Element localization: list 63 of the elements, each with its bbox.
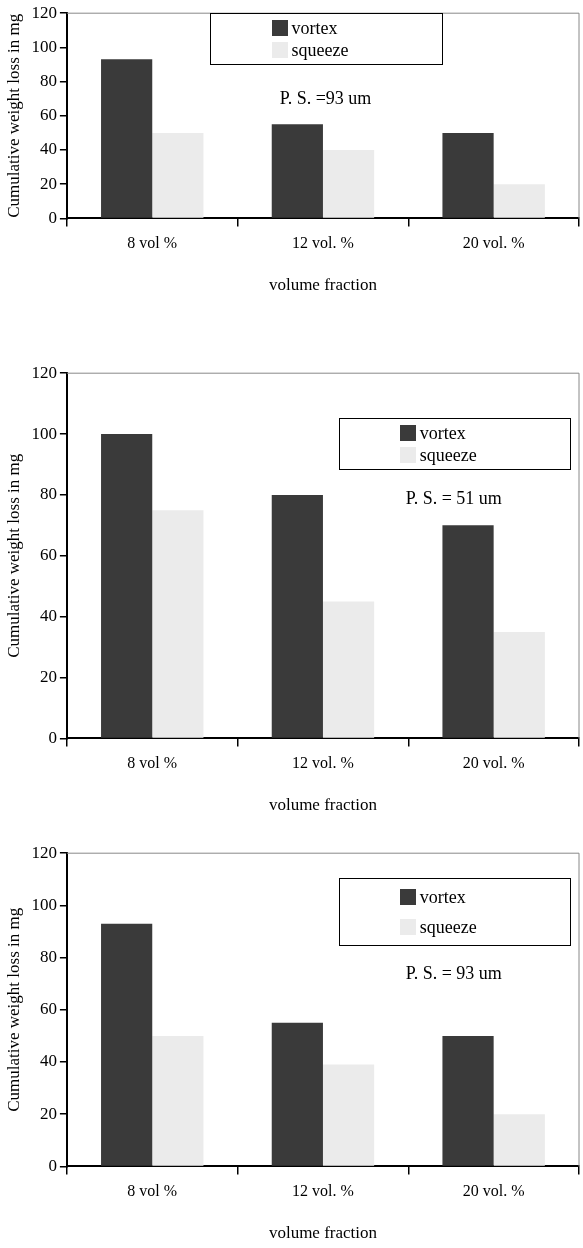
y-tick-label: 80 (39, 71, 57, 91)
bar (322, 601, 375, 738)
y-tick-label: 20 (39, 173, 57, 193)
bar (271, 1022, 323, 1166)
legend-label: squeeze (291, 39, 349, 62)
x-tick-label: 12 vol. % (292, 1182, 354, 1200)
x-tick-label: 20 vol. % (462, 754, 525, 772)
x-tick-label: 20 vol. % (462, 1182, 525, 1200)
y-tick-label: 80 (39, 947, 57, 967)
y-axis-title: Cumulative weight loss in mg (3, 907, 23, 1112)
y-tick-label: 120 (31, 2, 57, 22)
bar (493, 631, 545, 738)
y-tick-label: 0 (48, 1155, 57, 1175)
y-tick-label: 40 (39, 139, 57, 159)
y-axis-title: Cumulative weight loss in mg (3, 13, 23, 218)
bar (152, 132, 204, 218)
annotation: P. S. =93 um (278, 88, 373, 110)
bar (322, 1064, 375, 1166)
bar (152, 1035, 204, 1166)
y-tick-label: 120 (31, 842, 57, 862)
bar (493, 1114, 545, 1166)
annotation: P. S. = 51 um (404, 488, 503, 510)
bar (152, 510, 204, 738)
x-axis-title: volume fraction (268, 275, 378, 295)
x-tick-label: 8 vol % (127, 1182, 178, 1200)
bar (101, 59, 153, 218)
legend-label: squeeze (419, 444, 477, 467)
x-axis-title: volume fraction (268, 1223, 378, 1243)
x-axis-title: volume fraction (268, 795, 378, 815)
y-tick-label: 0 (48, 207, 57, 227)
bar (442, 525, 494, 738)
y-tick-label: 100 (31, 36, 57, 56)
x-tick-label: 12 vol. % (292, 754, 354, 772)
bar (442, 1035, 494, 1166)
y-tick-label: 80 (39, 484, 57, 504)
bar (101, 434, 153, 738)
legend-label: vortex (419, 422, 466, 445)
y-tick-label: 120 (31, 362, 57, 382)
y-tick-label: 20 (39, 667, 57, 686)
x-tick-label: 20 vol. % (462, 234, 525, 252)
y-tick-label: 40 (39, 1051, 57, 1071)
y-tick-label: 40 (39, 606, 57, 626)
x-tick-label: 8 vol % (127, 234, 178, 252)
bar (271, 124, 323, 218)
y-tick-label: 60 (39, 999, 57, 1019)
y-tick-label: 60 (39, 545, 57, 565)
x-tick-label: 12 vol. % (292, 234, 354, 252)
bar (322, 150, 375, 218)
y-tick-label: 60 (39, 105, 57, 125)
legend-label: vortex (419, 886, 466, 910)
y-tick-label: 0 (48, 727, 57, 747)
bar (442, 132, 494, 218)
y-tick-label: 20 (39, 1103, 57, 1123)
y-axis-title: Cumulative weight loss in mg (3, 453, 23, 658)
bar (271, 494, 323, 738)
y-tick-label: 100 (31, 894, 57, 914)
legend-label: squeeze (419, 916, 477, 940)
bar (493, 184, 545, 218)
legend-label: vortex (291, 17, 338, 40)
bar (101, 923, 153, 1166)
x-tick-label: 8 vol % (127, 754, 178, 772)
y-tick-label: 100 (31, 423, 57, 443)
annotation: P. S. = 93 um (404, 963, 503, 985)
